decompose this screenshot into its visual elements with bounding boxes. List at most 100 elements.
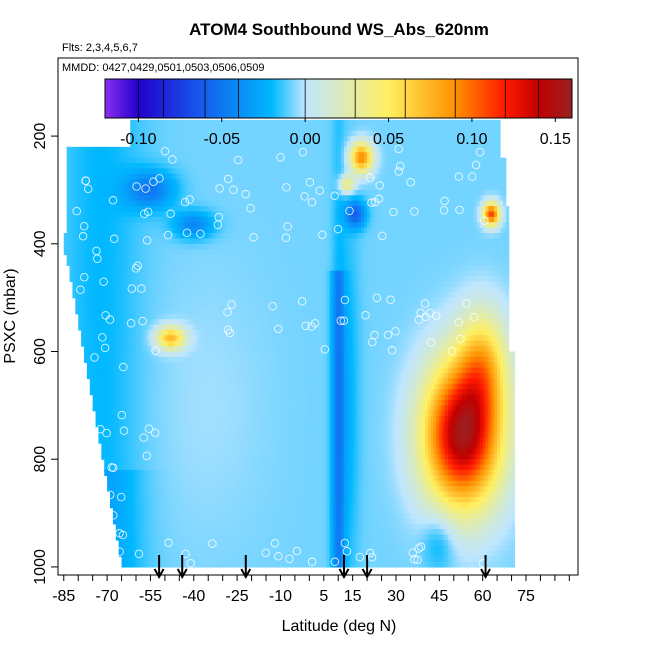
heatmap-cell bbox=[156, 233, 160, 240]
heatmap-cell bbox=[453, 130, 458, 137]
heatmap-cell bbox=[188, 297, 192, 304]
heatmap-cell bbox=[89, 206, 94, 213]
heatmap-cell bbox=[491, 243, 495, 250]
heatmap-cell bbox=[462, 173, 466, 180]
heatmap-cell bbox=[442, 227, 446, 234]
heatmap-cell bbox=[352, 227, 357, 234]
heatmap-cell bbox=[479, 152, 484, 159]
heatmap-cell bbox=[355, 146, 360, 153]
heatmap-cell bbox=[370, 195, 374, 202]
heatmap-cell bbox=[445, 270, 449, 277]
heatmap-cell bbox=[133, 270, 137, 277]
heatmap-cell bbox=[289, 243, 293, 250]
heatmap-cell bbox=[416, 152, 420, 159]
heatmap-cell bbox=[136, 163, 140, 170]
heatmap-cell bbox=[136, 168, 140, 175]
heatmap-cell bbox=[257, 243, 261, 250]
heatmap-cell bbox=[312, 195, 316, 202]
heatmap-cell bbox=[410, 168, 414, 175]
heatmap-cell bbox=[118, 259, 123, 266]
heatmap-cell bbox=[355, 270, 360, 277]
heatmap-cell bbox=[98, 146, 102, 153]
heatmap-cell bbox=[185, 297, 189, 304]
heatmap-cell bbox=[237, 249, 241, 256]
heatmap-cell bbox=[387, 216, 391, 223]
heatmap-cell bbox=[341, 152, 345, 159]
heatmap-cell bbox=[185, 184, 189, 191]
heatmap-cell bbox=[274, 292, 279, 299]
heatmap-cell bbox=[216, 249, 221, 256]
heatmap-cell bbox=[133, 189, 137, 196]
heatmap-cell bbox=[208, 141, 212, 148]
heatmap-cell bbox=[294, 281, 299, 288]
heatmap-cell bbox=[450, 216, 455, 223]
heatmap-cell bbox=[332, 249, 336, 256]
heatmap-cell bbox=[292, 276, 296, 283]
heatmap-cell bbox=[69, 168, 74, 175]
heatmap-cell bbox=[329, 152, 334, 159]
heatmap-cell bbox=[242, 227, 247, 234]
heatmap-cell bbox=[190, 168, 195, 175]
heatmap-cell bbox=[225, 141, 230, 148]
heatmap-cell bbox=[245, 163, 250, 170]
heatmap-cell bbox=[396, 136, 400, 143]
heatmap-cell bbox=[280, 189, 284, 196]
heatmap-cell bbox=[260, 238, 264, 245]
heatmap-cell bbox=[150, 286, 154, 293]
heatmap-cell bbox=[459, 125, 464, 132]
heatmap-cell bbox=[81, 227, 85, 234]
heatmap-cell bbox=[216, 206, 221, 213]
heatmap-cell bbox=[150, 141, 154, 148]
heatmap-cell bbox=[92, 265, 97, 272]
heatmap-cell bbox=[228, 227, 232, 234]
heatmap-cell bbox=[372, 200, 377, 207]
heatmap-cell bbox=[323, 130, 328, 137]
heatmap-cell bbox=[387, 146, 391, 153]
heatmap-cell bbox=[370, 179, 374, 186]
heatmap-cell bbox=[170, 125, 175, 132]
heatmap-cell bbox=[485, 195, 490, 202]
heatmap-cell bbox=[453, 259, 458, 266]
heatmap-cell bbox=[424, 211, 429, 218]
heatmap-cell bbox=[497, 195, 501, 202]
heatmap-cell bbox=[173, 211, 178, 218]
heatmap-cell bbox=[372, 157, 377, 164]
heatmap-cell bbox=[222, 163, 227, 170]
heatmap-cell bbox=[170, 281, 175, 288]
heatmap-cell bbox=[214, 163, 218, 170]
heatmap-cell bbox=[375, 184, 380, 191]
heatmap-cell bbox=[335, 130, 339, 137]
heatmap-cell bbox=[104, 292, 108, 299]
heatmap-cell bbox=[361, 206, 365, 213]
heatmap-cell bbox=[424, 222, 429, 229]
heatmap-cell bbox=[422, 233, 426, 240]
heatmap-cell bbox=[453, 286, 458, 293]
heatmap-cell bbox=[398, 222, 403, 229]
heatmap-cell bbox=[75, 227, 79, 234]
heatmap-cell bbox=[263, 119, 267, 126]
heatmap-cell bbox=[401, 216, 406, 223]
heatmap-cell bbox=[162, 297, 166, 304]
heatmap-cell bbox=[231, 184, 235, 191]
heatmap-cell bbox=[329, 125, 334, 132]
heatmap-cell bbox=[367, 168, 371, 175]
heatmap-cell bbox=[205, 206, 209, 213]
heatmap-cell bbox=[222, 243, 227, 250]
heatmap-cell bbox=[456, 254, 461, 261]
heatmap-cell bbox=[133, 130, 137, 137]
heatmap-cell bbox=[500, 206, 504, 213]
heatmap-cell bbox=[173, 233, 178, 240]
heatmap-cell bbox=[419, 200, 423, 207]
heatmap-cell bbox=[138, 206, 143, 213]
heatmap-cell bbox=[251, 125, 256, 132]
heatmap-cell bbox=[439, 173, 443, 180]
heatmap-cell bbox=[367, 200, 371, 207]
heatmap-cell bbox=[407, 259, 412, 266]
heatmap-cell bbox=[101, 200, 105, 207]
heatmap-cell bbox=[416, 206, 420, 213]
heatmap-cell bbox=[306, 173, 310, 180]
heatmap-cell bbox=[185, 292, 189, 299]
heatmap-cell bbox=[297, 200, 302, 207]
heatmap-cell bbox=[268, 216, 273, 223]
heatmap-cell bbox=[358, 179, 362, 186]
